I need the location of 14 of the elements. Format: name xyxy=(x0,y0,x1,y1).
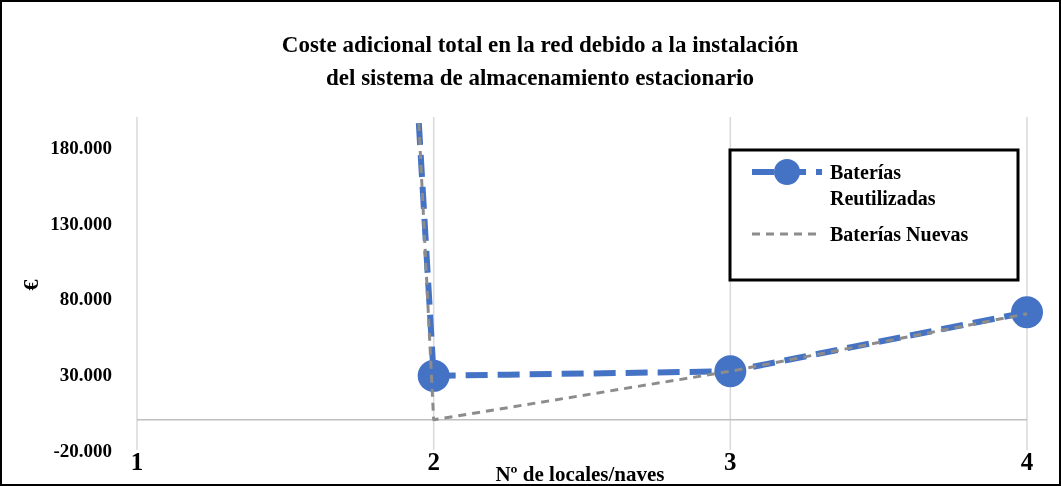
legend-label: Baterías Reutilizadas xyxy=(830,161,936,209)
x-tick-label: 2 xyxy=(427,448,440,475)
x-axis-title: Nº de locales/naves xyxy=(495,462,665,486)
y-axis-title: € xyxy=(18,279,43,291)
x-tick-label: 1 xyxy=(130,448,144,475)
chart-title: Coste adicional total en la red debido a la instalación del sistema de almacenamiento estacionario xyxy=(281,32,799,90)
y-tick-label: -20.000 xyxy=(53,439,112,461)
legend-label: Baterías Nuevas xyxy=(830,223,969,245)
y-tick-label: 130.000 xyxy=(50,212,112,234)
x-tick-label: 3 xyxy=(724,448,737,475)
y-tick-label: 30.000 xyxy=(59,363,112,385)
x-tick-label: 4 xyxy=(1020,448,1034,475)
y-tick-label: 180.000 xyxy=(50,136,112,158)
y-tick-label: 80.000 xyxy=(59,288,112,310)
